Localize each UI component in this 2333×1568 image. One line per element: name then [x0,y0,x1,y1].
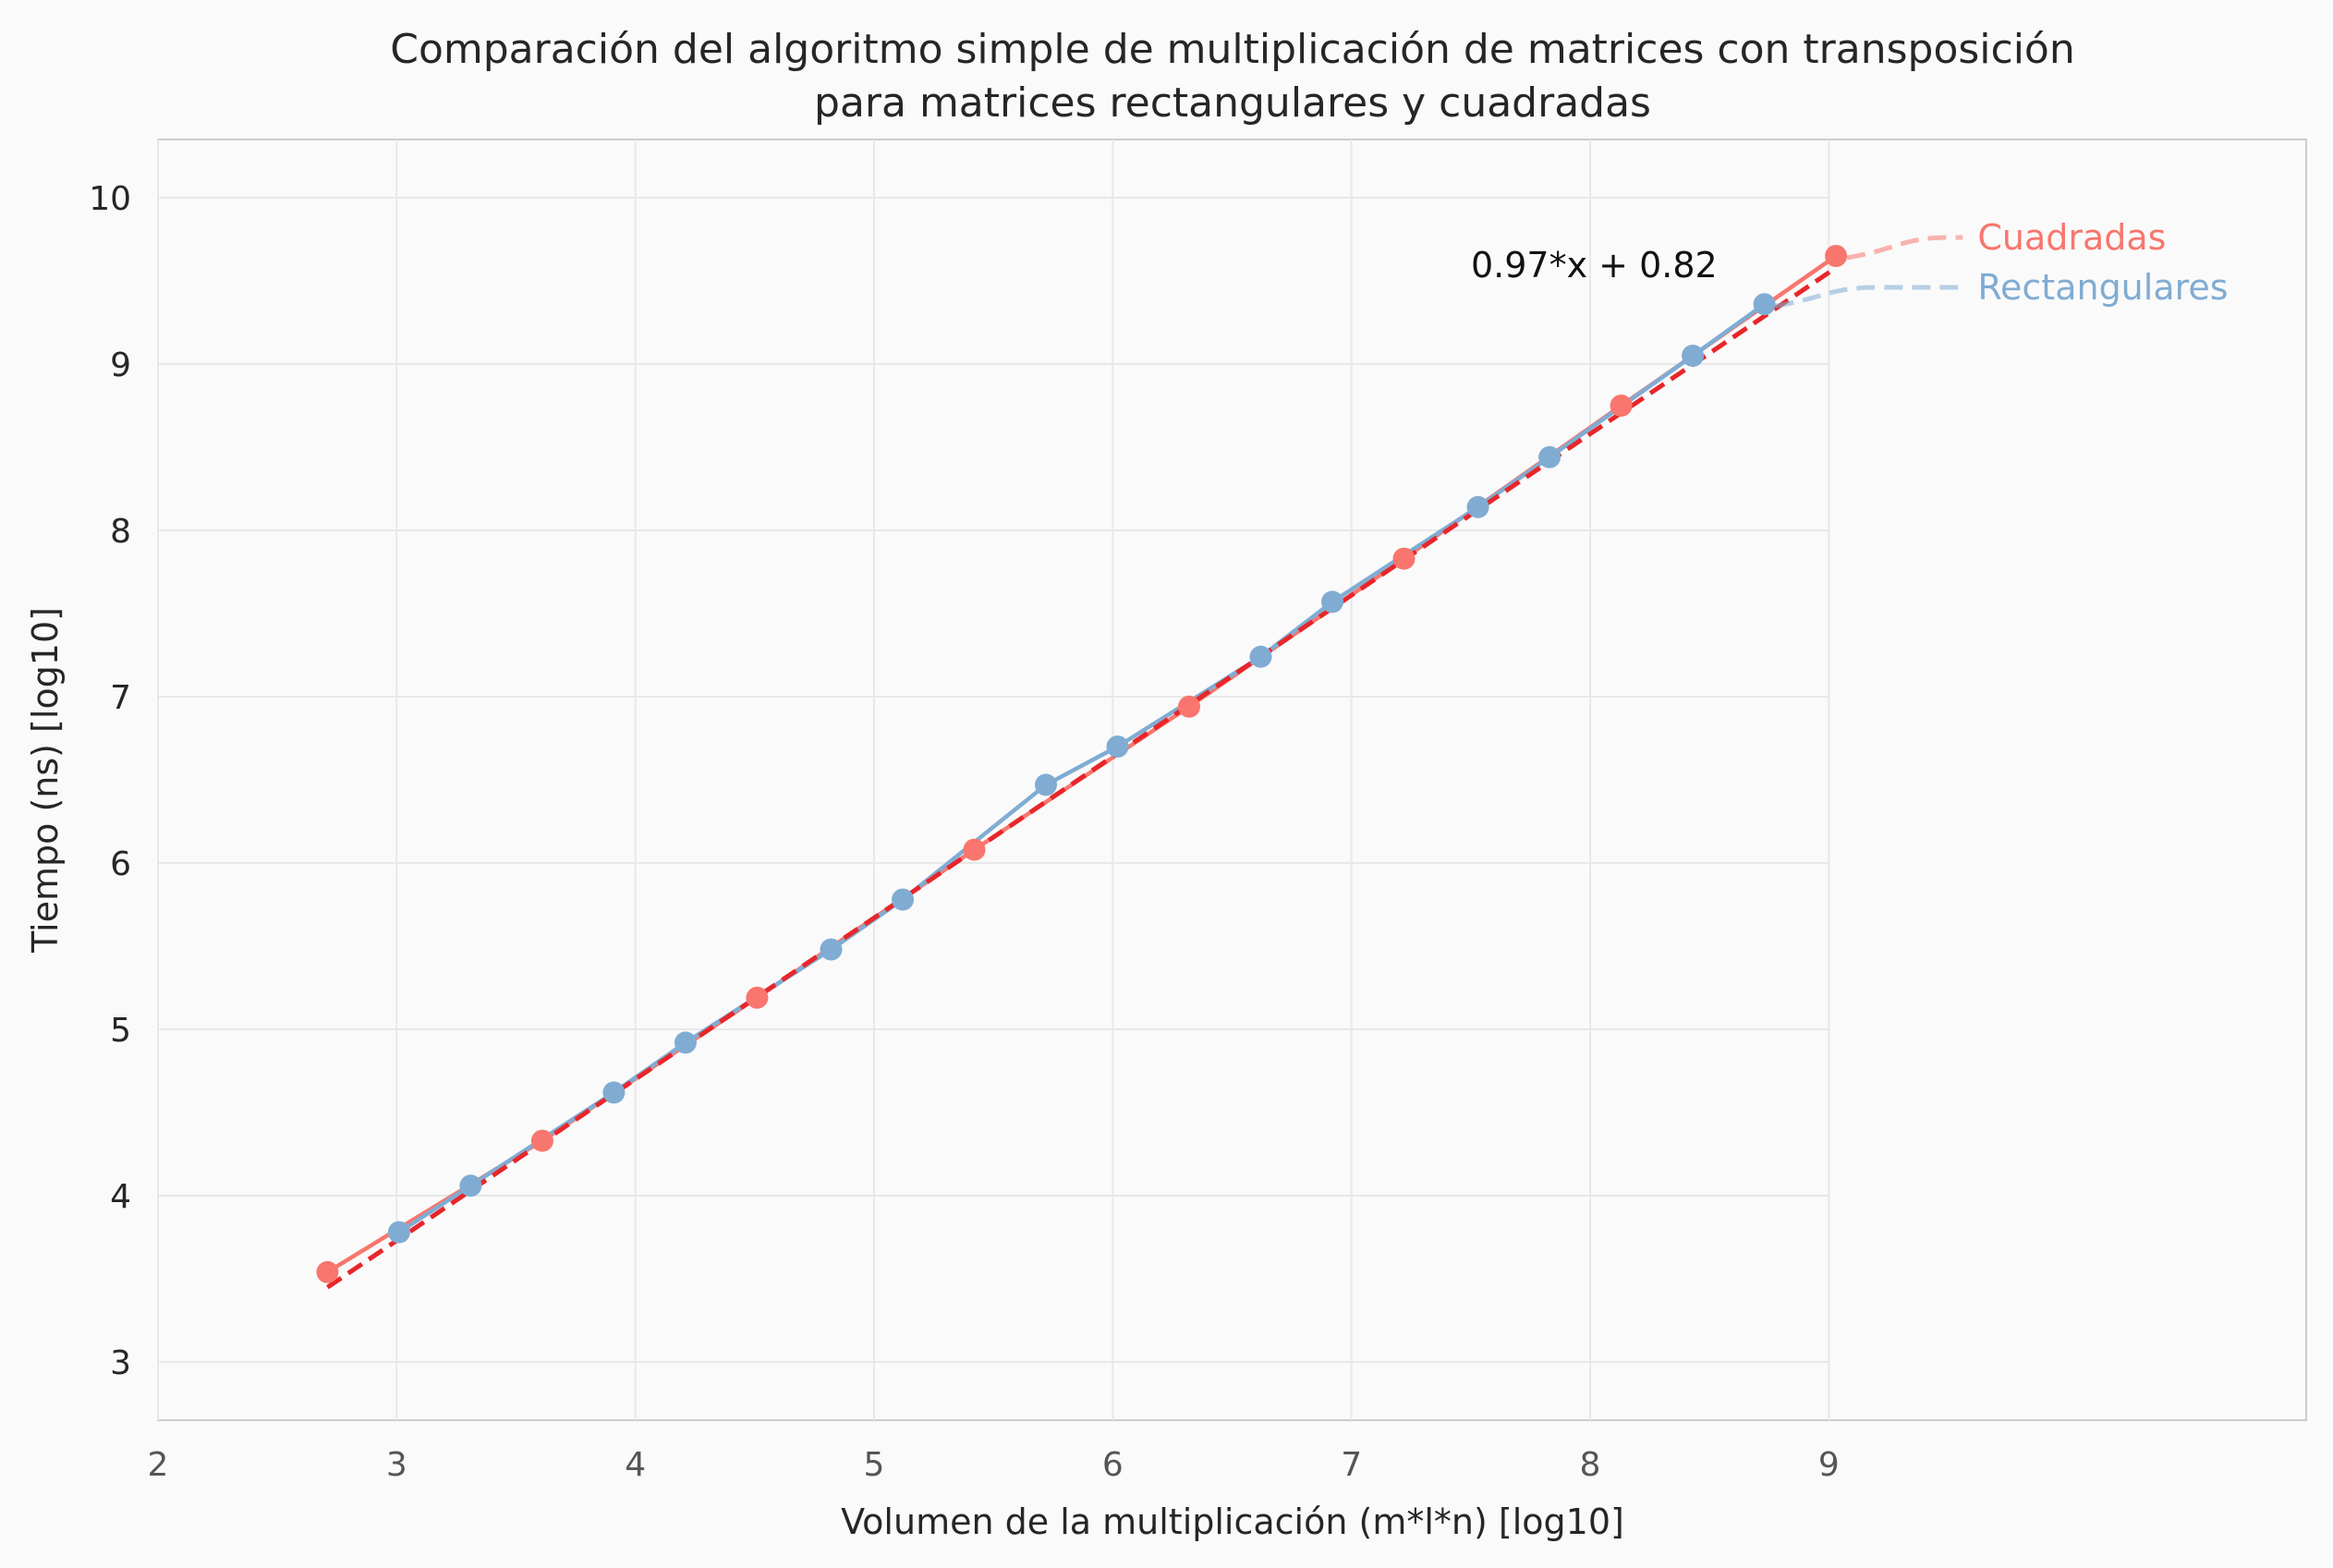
series-1-point [1249,645,1272,668]
series-0-point [316,1260,339,1283]
series-0-point [1178,695,1200,718]
x-tick-label: 3 [386,1446,407,1484]
series-1-point [387,1221,410,1244]
series-0-point [1825,245,1848,267]
series-1-point [820,938,843,961]
series-1-point [1106,735,1129,758]
y-tick-label: 7 [110,679,131,717]
y-tick-label: 5 [110,1012,131,1050]
x-tick-label: 8 [1580,1446,1601,1484]
x-tick-label: 5 [864,1446,885,1484]
series-0-point [746,986,769,1009]
legend-label: Cuadradas [1977,217,2166,258]
series-1-point [1466,495,1489,518]
x-tick-labels: 2 3 4 5 6 7 8 9 [148,1446,1840,1484]
fit-line-group [326,265,1838,1290]
series-1-point [1538,445,1561,468]
series-1-point [674,1031,697,1054]
series-1-point [1753,293,1776,316]
series-0-point [963,838,986,861]
legend-connector-0 [1846,235,1963,261]
x-tick-label: 7 [1341,1446,1362,1484]
y-tick-label: 9 [110,346,131,384]
series-1-point [1035,773,1057,796]
series-1-point [892,888,914,911]
chart-title-line-1: Comparación del algoritmo simple de mult… [390,26,2075,73]
series-1-point [1321,590,1343,614]
series-0-point [530,1129,553,1152]
y-tick-label: 4 [110,1178,131,1216]
x-tick-label: 2 [148,1446,169,1484]
legend-connector-1 [1775,285,1963,309]
legend: Cuadradas Rectangulares [1775,217,2229,309]
plot-area [157,139,2307,1421]
series-markers [316,245,1848,1283]
series-0-point [1392,547,1416,570]
y-tick-label: 6 [110,845,131,883]
y-tick-label: 10 [89,180,131,218]
series-1-point [459,1174,482,1197]
grid [157,140,1830,1420]
y-tick-label: 3 [110,1344,131,1382]
y-tick-label: 8 [110,513,131,551]
x-tick-label: 6 [1102,1446,1124,1484]
y-axis-label: Tiempo (ns) [log10] [25,607,66,954]
y-tick-labels: 3 4 5 6 7 8 9 10 [89,180,131,1382]
x-tick-label: 9 [1818,1446,1840,1484]
x-tick-label: 4 [625,1446,646,1484]
fit-equation-label: 0.97*x + 0.82 [1471,245,1718,286]
chart-title-line-2: para matrices rectangulares y cuadradas [814,79,1651,127]
x-axis-label: Volumen de la multiplicación (m*l*n) [lo… [841,1501,1624,1542]
series-1-point [1682,345,1705,367]
fit-line [326,265,1838,1290]
series-0-point [1610,395,1633,417]
series-1-point [602,1081,626,1104]
legend-label: Rectangulares [1977,267,2228,308]
